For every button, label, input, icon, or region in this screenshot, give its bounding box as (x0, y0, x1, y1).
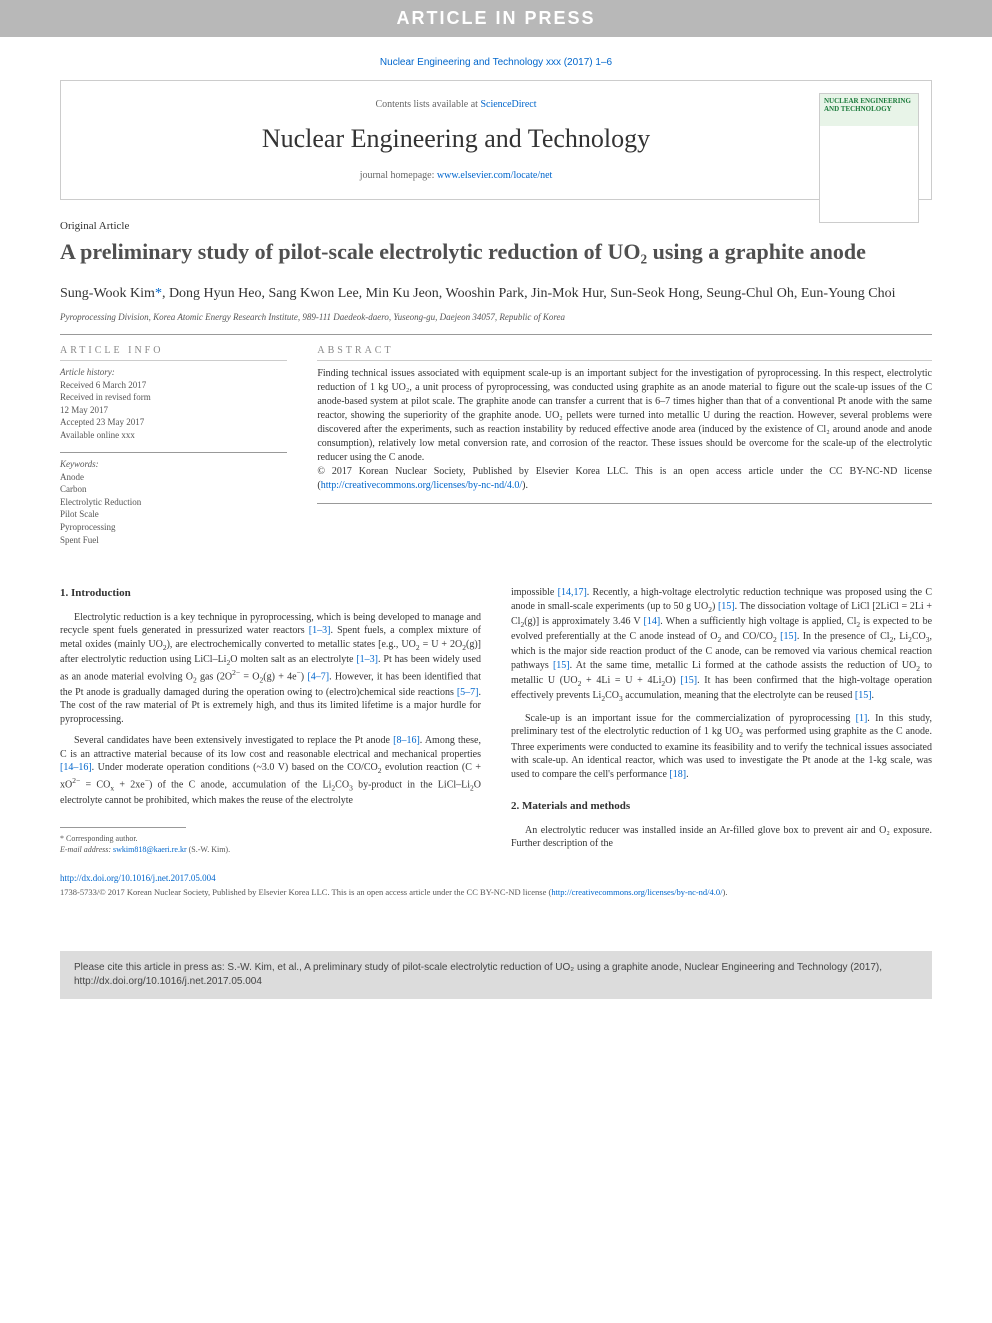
history-item: 12 May 2017 (60, 404, 287, 417)
citation-link[interactable]: [5–7] (457, 687, 479, 698)
top-citation: Nuclear Engineering and Technology xxx (… (60, 37, 932, 80)
sciencedirect-link[interactable]: ScienceDirect (480, 99, 536, 110)
contents-prefix: Contents lists available at (375, 99, 480, 110)
citation-link[interactable]: [15] (718, 601, 735, 612)
journal-header-box: Contents lists available at ScienceDirec… (60, 80, 932, 200)
paragraph: impossible [14,17]. Recently, a high-vol… (511, 586, 932, 704)
keyword: Spent Fuel (60, 534, 287, 547)
bottom-license-link[interactable]: http://creativecommons.org/licenses/by-n… (551, 887, 722, 897)
citation-link[interactable]: [1–3] (309, 625, 331, 636)
abstract-block: ABSTRACT Finding technical issues associ… (317, 345, 932, 547)
keyword: Anode (60, 471, 287, 484)
keyword: Pyroprocessing (60, 521, 287, 534)
banner-article-in-press: ARTICLE IN PRESS (0, 0, 992, 37)
abstract-body: Finding technical issues associated with… (317, 368, 932, 463)
rule-top (60, 334, 932, 335)
email-label: E-mail address: (60, 845, 113, 854)
license-link[interactable]: http://creativecommons.org/licenses/by-n… (321, 480, 522, 491)
corresponding-author-footnote: * Corresponding author. E-mail address: … (60, 834, 481, 855)
email-line: E-mail address: swkim818@kaeri.re.kr (S.… (60, 845, 481, 855)
citation-link[interactable]: [15] (680, 675, 697, 686)
citation-link[interactable]: [1] (856, 713, 868, 724)
homepage-prefix: journal homepage: (360, 170, 437, 181)
page-content: Nuclear Engineering and Technology xxx (… (0, 37, 992, 939)
citation-link[interactable]: [8–16] (393, 735, 420, 746)
paragraph: Several candidates have been extensively… (60, 734, 481, 807)
bottom-copyright: 1738-5733/© 2017 Korean Nuclear Society,… (60, 887, 932, 899)
keywords-label: Keywords: (60, 459, 287, 469)
article-info-block: ARTICLE INFO Article history: Received 6… (60, 345, 287, 547)
article-type: Original Article (60, 220, 932, 232)
citation-link[interactable]: [15] (553, 660, 570, 671)
section-heading-intro: 1. Introduction (60, 586, 481, 601)
abstract-copyright-suffix: ). (522, 480, 528, 491)
keyword: Carbon (60, 483, 287, 496)
thumb-title: NUCLEAR ENGINEERING AND TECHNOLOGY (824, 98, 914, 113)
body-columns: 1. Introduction Electrolytic reduction i… (60, 586, 932, 859)
journal-cover-thumbnail: NUCLEAR ENGINEERING AND TECHNOLOGY (819, 93, 919, 223)
citation-link[interactable]: [1–3] (356, 654, 378, 665)
keywords-block: Keywords: Anode Carbon Electrolytic Redu… (60, 459, 287, 547)
abstract-rule (317, 503, 932, 504)
citation-link[interactable]: [4–7] (307, 672, 329, 683)
citation-link[interactable]: [18] (669, 769, 686, 780)
journal-homepage-line: journal homepage: www.elsevier.com/locat… (111, 170, 801, 181)
citation-link[interactable]: [14,17] (558, 587, 587, 598)
info-abstract-row: ARTICLE INFO Article history: Received 6… (60, 345, 932, 547)
journal-homepage-link[interactable]: www.elsevier.com/locate/net (437, 170, 552, 181)
column-right: impossible [14,17]. Recently, a high-vol… (511, 586, 932, 859)
email-link[interactable]: swkim818@kaeri.re.kr (113, 845, 187, 854)
info-rule (60, 452, 287, 453)
history-item: Received 6 March 2017 (60, 379, 287, 392)
citation-link[interactable]: [14] (644, 616, 661, 627)
history-item: Received in revised form (60, 391, 287, 404)
email-suffix: (S.-W. Kim). (187, 845, 230, 854)
citation-box: Please cite this article in press as: S.… (60, 951, 932, 999)
footnote-separator (60, 827, 186, 828)
paragraph: Electrolytic reduction is a key techniqu… (60, 611, 481, 726)
citation-link[interactable]: [14–16] (60, 762, 92, 773)
copyright-suffix: ). (723, 887, 728, 897)
doi-link[interactable]: http://dx.doi.org/10.1016/j.net.2017.05.… (60, 873, 932, 883)
keyword: Pilot Scale (60, 508, 287, 521)
paragraph: Scale-up is an important issue for the c… (511, 712, 932, 781)
keyword: Electrolytic Reduction (60, 496, 287, 509)
corresponding-label: * Corresponding author. (60, 834, 481, 844)
journal-title: Nuclear Engineering and Technology (111, 124, 801, 154)
article-info-heading: ARTICLE INFO (60, 345, 287, 361)
history-item: Available online xxx (60, 429, 287, 442)
abstract-text: Finding technical issues associated with… (317, 367, 932, 493)
authors-list: Sung-Wook Kim*, Dong Hyun Heo, Sang Kwon… (60, 283, 932, 304)
citation-link[interactable]: [15] (855, 690, 872, 701)
section-heading-methods: 2. Materials and methods (511, 799, 932, 814)
abstract-heading: ABSTRACT (317, 345, 932, 361)
history-label: Article history: (60, 367, 287, 377)
citation-link[interactable]: [15] (780, 631, 797, 642)
copyright-text: 1738-5733/© 2017 Korean Nuclear Society,… (60, 887, 551, 897)
affiliation: Pyroprocessing Division, Korea Atomic En… (60, 312, 932, 322)
column-left: 1. Introduction Electrolytic reduction i… (60, 586, 481, 859)
history-item: Accepted 23 May 2017 (60, 416, 287, 429)
contents-available-line: Contents lists available at ScienceDirec… (111, 99, 801, 110)
paragraph: An electrolytic reducer was installed in… (511, 824, 932, 851)
article-title: A preliminary study of pilot-scale elect… (60, 238, 932, 267)
